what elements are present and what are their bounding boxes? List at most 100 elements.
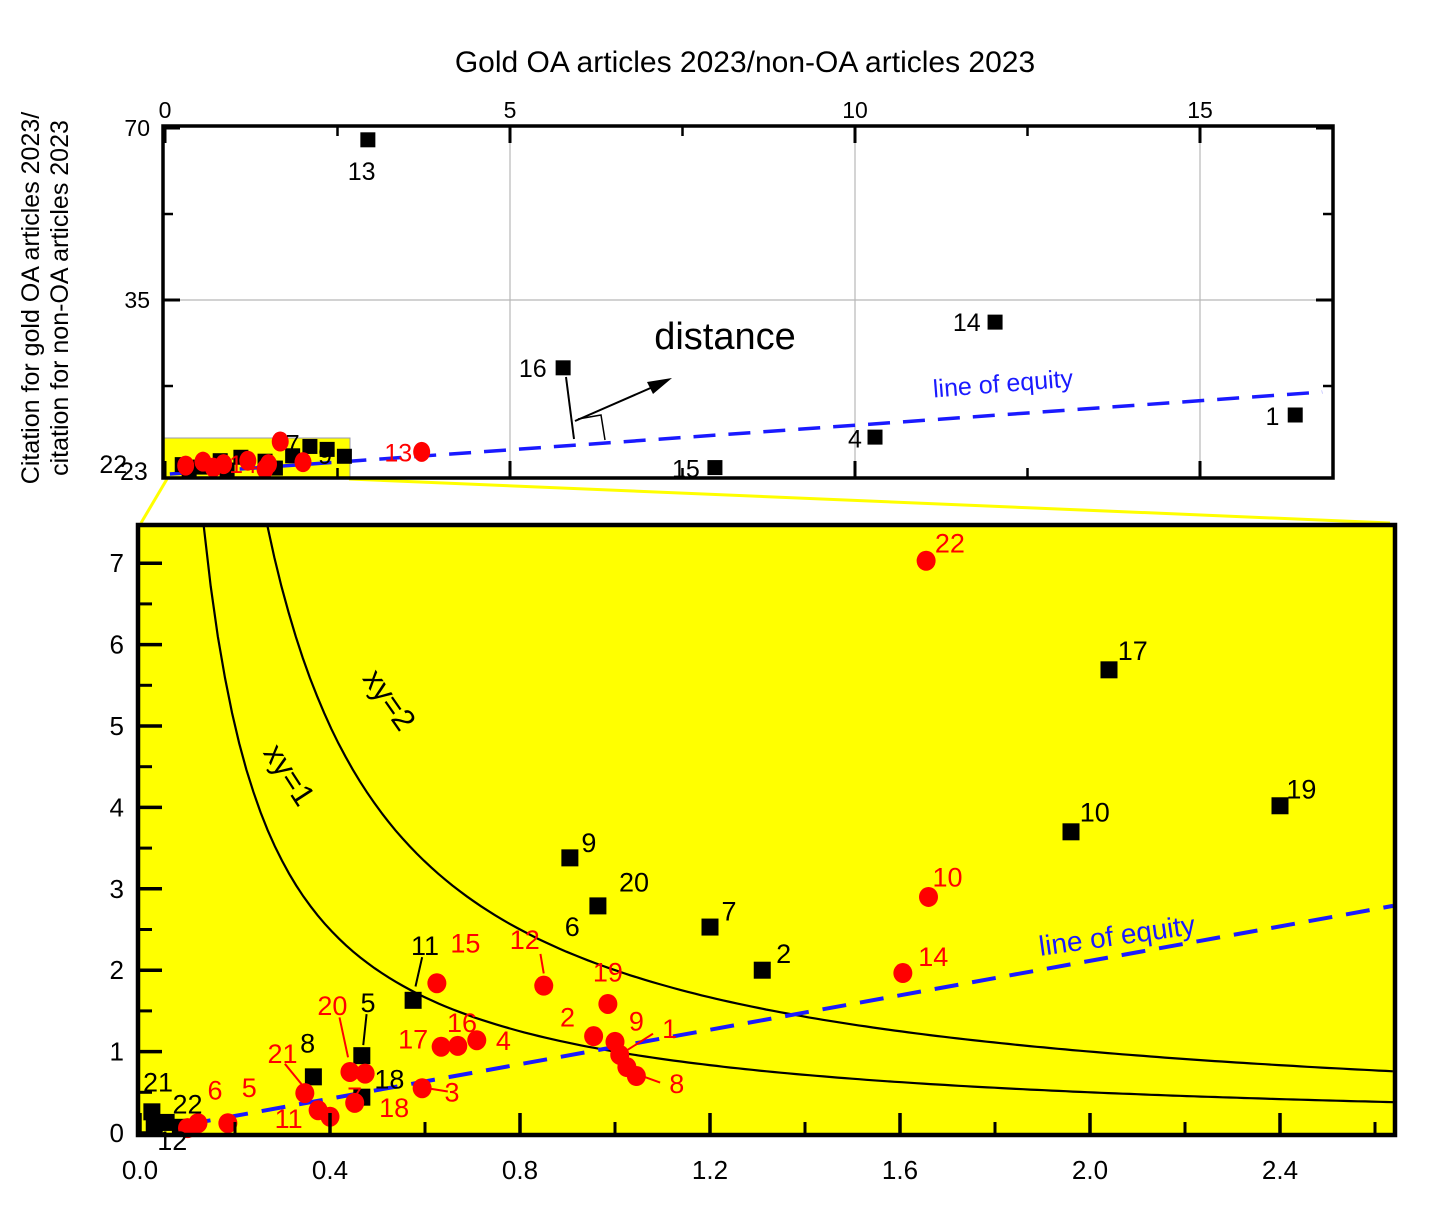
point-label: 14 [953, 309, 981, 337]
point-label: 17 [1118, 636, 1148, 666]
black-square-marker [404, 991, 422, 1009]
distance-arrow-head [647, 378, 672, 394]
point-label: 17 [398, 1024, 428, 1054]
y-axis-label: Citation for gold OA articles 2023/ cita… [17, 18, 77, 578]
black-square-marker [143, 1103, 161, 1121]
red-circle-marker [204, 457, 222, 478]
red-circle-marker [355, 1063, 375, 1084]
point-label: 14 [918, 942, 948, 972]
y-tick-label: 2 [110, 955, 124, 985]
x-tick-label: 0.0 [122, 1155, 158, 1185]
point-label: 9 [581, 828, 596, 858]
point-label: 22 [935, 529, 965, 559]
point-label: 19 [1286, 774, 1316, 804]
zoom-callout-line [139, 478, 169, 524]
red-circle-marker [412, 1078, 432, 1099]
red-circle-marker [340, 1061, 360, 1082]
x-tick-label: 0.8 [502, 1155, 538, 1185]
x-tick-label: 0.4 [312, 1155, 348, 1185]
black-square-marker [701, 918, 719, 936]
point-label: 22 [99, 451, 127, 479]
red-circle-marker [271, 431, 289, 452]
black-square-marker [555, 360, 571, 376]
point-label: 20 [619, 867, 649, 897]
red-circle-marker [218, 1113, 238, 1134]
point-label: 20 [317, 991, 347, 1021]
label-connector [623, 1032, 654, 1054]
red-circle-marker [413, 441, 431, 462]
y-tick-label: 3 [110, 874, 124, 904]
point-label: 11 [275, 1104, 303, 1134]
point-label: 18 [379, 1093, 409, 1123]
label-connector [362, 1014, 368, 1046]
black-square-marker [987, 314, 1003, 330]
red-circle-marker [626, 1066, 646, 1087]
point-label: 7 [721, 897, 736, 927]
point-label: 10 [1080, 797, 1110, 827]
x-tick-label: 1.2 [692, 1155, 728, 1185]
label-connector [429, 1087, 448, 1093]
y-tick-label: 5 [110, 711, 124, 741]
x-tick-label: 2.4 [1262, 1155, 1298, 1185]
xy-curve [202, 524, 1394, 1104]
y-tick-label: 0 [110, 1118, 124, 1148]
point-label: 7 [286, 430, 300, 458]
black-square-marker [1062, 823, 1080, 841]
red-circle-marker [345, 1092, 365, 1113]
point-label: 18 [374, 1064, 404, 1094]
inset-background [138, 525, 1395, 1135]
x-tick-label: 15 [1187, 97, 1213, 123]
xy-curve [266, 524, 1393, 1073]
line-of-equity-dashed [169, 390, 1323, 476]
point-label: 21 [143, 1068, 173, 1098]
red-circle-marker [295, 1083, 315, 1104]
point-label: 2 [560, 1002, 575, 1032]
y-tick-label: 4 [110, 792, 124, 822]
red-circle-marker [584, 1026, 604, 1047]
black-square-marker [353, 1047, 371, 1065]
red-circle-marker [431, 1036, 451, 1057]
label-connector [539, 953, 545, 974]
point-label: 16 [447, 1008, 477, 1038]
x-tick-label: 0 [159, 97, 172, 123]
y-axis-label-line2: citation for non-OA articles 2023 [46, 120, 74, 476]
black-square-marker [753, 961, 771, 979]
red-circle-marker [534, 975, 554, 996]
red-circle-marker [427, 973, 447, 994]
point-label: 19 [593, 958, 623, 988]
point-label: 1 [662, 1014, 677, 1044]
point-label: 9 [318, 442, 332, 470]
point-label: 4 [496, 1026, 511, 1056]
black-square-marker [867, 429, 883, 445]
distance-stem-line [565, 376, 575, 440]
y-tick-label: 7 [110, 548, 124, 578]
overview-frame [161, 124, 1335, 480]
black-square-marker [360, 132, 376, 148]
zoom-callout-line [348, 477, 1391, 525]
point-label: 12 [157, 1126, 187, 1156]
x-tick-label: 2.0 [1072, 1155, 1108, 1185]
point-label: 8 [300, 1028, 315, 1058]
chart-title: Gold OA articles 2023/non-OA articles 20… [454, 46, 1036, 79]
point-label: 5 [242, 1073, 257, 1103]
red-circle-marker [467, 1030, 487, 1051]
red-circle-marker [919, 886, 938, 907]
x-tick-label: 5 [504, 97, 517, 123]
point-label: 14 [229, 451, 257, 479]
y-tick-label: 35 [124, 287, 150, 313]
point-label: 16 [519, 355, 547, 383]
point-label: 12 [510, 925, 540, 955]
black-square-marker [1271, 797, 1289, 815]
point-label: 21 [267, 1039, 297, 1069]
red-circle-marker [294, 452, 312, 473]
point-label: 22 [172, 1090, 202, 1120]
point-label: 15 [672, 456, 700, 484]
point-label: 3 [445, 1077, 460, 1107]
red-circle-marker [916, 550, 936, 571]
red-circle-marker [448, 1035, 468, 1056]
point-label: 1 [1265, 403, 1279, 431]
point-label: 9 [629, 1006, 644, 1036]
right-angle-mark [577, 414, 606, 441]
